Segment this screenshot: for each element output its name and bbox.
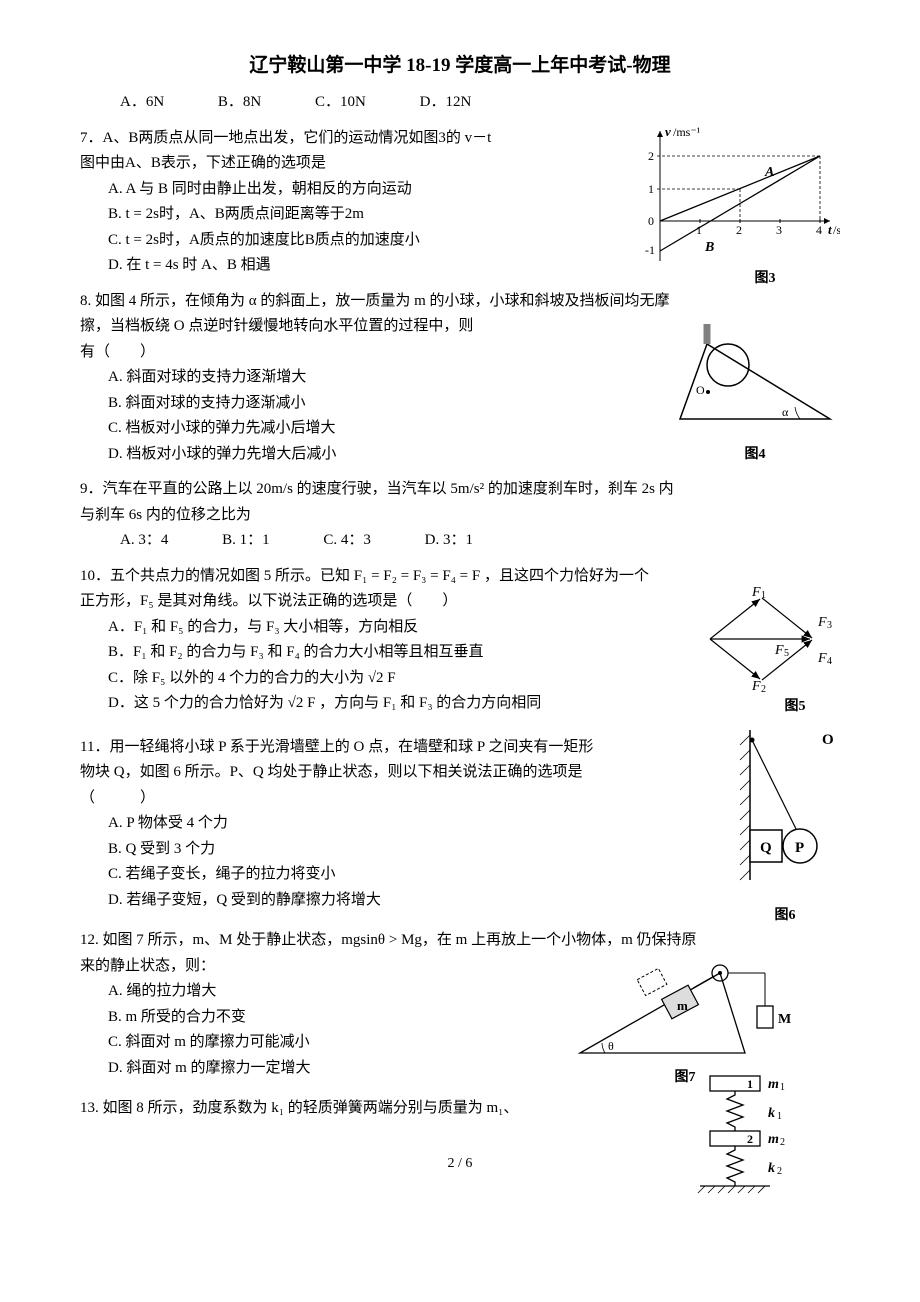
q6-opt-b: B．8N	[218, 90, 261, 116]
question-13: 1 m1 k1 2 m2 k2 13. 如图 8 所示，劲度系数为 k₁ 的轻质…	[80, 1096, 840, 1122]
fig4-label: 图4	[670, 443, 840, 467]
question-7: v/ms⁻¹ t/s 0 1 2 -1 1 2 3 4 A B 图3 7．A、B…	[80, 126, 840, 279]
page-title: 辽宁鞍山第一中学 18-19 学度高一上年中考试-物理	[80, 50, 840, 82]
svg-text:F: F	[817, 615, 827, 630]
svg-text:P: P	[795, 840, 804, 856]
q12-stem1: 12. 如图 7 所示，m、M 处于静止状态，mgsinθ > Mg，在 m 上…	[80, 928, 840, 954]
svg-text:2: 2	[747, 1132, 753, 1146]
question-9: 9．汽车在平直的公路上以 20m/s 的速度行驶，当汽车以 5m/s² 的加速度…	[80, 477, 840, 554]
svg-text:2: 2	[777, 1166, 782, 1177]
question-8: O α 图4 8. 如图 4 所示，在倾角为 α 的斜面上，放一质量为 m 的小…	[80, 289, 840, 468]
svg-text:t: t	[828, 222, 832, 237]
svg-text:/s: /s	[833, 223, 840, 237]
svg-text:k: k	[768, 1106, 775, 1121]
svg-text:2: 2	[761, 684, 766, 694]
svg-text:1: 1	[780, 1082, 785, 1093]
q9-opt-c: C. 4：3	[323, 528, 371, 554]
question-11: O Q P 图6 11．用一轻绳将小球 P 系于光滑墙壁上的 O 点，在墙壁和球…	[80, 735, 840, 914]
q8-stem1: 8. 如图 4 所示，在倾角为 α 的斜面上，放一质量为 m 的小球，小球和斜坡…	[80, 289, 840, 315]
fig6-label: 图6	[730, 904, 840, 928]
svg-text:F: F	[751, 679, 761, 694]
svg-text:/ms⁻¹: /ms⁻¹	[673, 125, 701, 139]
svg-text:4: 4	[816, 223, 822, 237]
svg-text:B: B	[704, 240, 714, 255]
svg-text:O: O	[696, 383, 705, 397]
svg-text:v: v	[665, 124, 671, 139]
svg-text:1: 1	[648, 182, 654, 196]
svg-text:F: F	[751, 585, 761, 600]
svg-text:F: F	[817, 651, 827, 666]
q11-opt-c: C. 若绳子变长，绳子的拉力将变小	[80, 862, 840, 888]
svg-text:M: M	[778, 1012, 791, 1027]
q9-stem2: 与刹车 6s 内的位移之比为	[80, 503, 840, 529]
svg-text:5: 5	[784, 648, 789, 659]
q11-opt-b: B. Q 受到 3 个力	[80, 837, 840, 863]
svg-text:2: 2	[780, 1137, 785, 1148]
figure-8: 1 m1 k1 2 m2 k2	[690, 1071, 810, 1231]
q9-opt-a: A. 3：4	[120, 528, 168, 554]
question-10: F1 F2 F3 F4 F5 图5 10．五个共点力的情况如图 5 所示。已知 …	[80, 564, 840, 717]
figure-7: m M θ 图7	[570, 958, 800, 1089]
q9-stem1: 9．汽车在平直的公路上以 20m/s 的速度行驶，当汽车以 5m/s² 的加速度…	[80, 477, 840, 503]
figure-6: O Q P 图6	[730, 730, 840, 928]
figure-4: O α 图4	[670, 324, 840, 467]
q11-opt-a: A. P 物体受 4 个力	[80, 811, 840, 837]
svg-text:4: 4	[827, 656, 832, 667]
svg-text:Q: Q	[760, 840, 772, 856]
q6-opt-c: C．10N	[315, 90, 366, 116]
svg-text:1: 1	[747, 1077, 753, 1091]
fig5-label: 图5	[750, 695, 840, 719]
svg-text:1: 1	[696, 223, 702, 237]
figure-5: F1 F2 F3 F4 F5 图5	[690, 584, 840, 719]
svg-text:m: m	[768, 1132, 779, 1147]
svg-text:3: 3	[827, 620, 832, 631]
svg-text:F: F	[774, 643, 784, 658]
q6-opt-a: A．6N	[120, 90, 164, 116]
q11-opt-d: D. 若绳子变短，Q 受到的静摩擦力将增大	[80, 888, 840, 914]
q11-stem1: 11．用一轻绳将小球 P 系于光滑墙壁上的 O 点，在墙壁和球 P 之间夹有一矩…	[80, 735, 840, 761]
q6-options: A．6N B．8N C．10N D．12N	[80, 90, 840, 116]
q9-opt-b: B. 1：1	[222, 528, 270, 554]
svg-text:O: O	[822, 732, 834, 748]
svg-text:0: 0	[648, 214, 654, 228]
q11-stem3: （ ）	[80, 786, 840, 812]
svg-text:α: α	[782, 405, 789, 419]
svg-text:2: 2	[648, 149, 654, 163]
svg-text:θ: θ	[608, 1039, 614, 1053]
svg-text:A: A	[764, 165, 774, 180]
q11-stem2: 物块 Q，如图 6 所示。P、Q 均处于静止状态，则以下相关说法正确的选项是	[80, 760, 840, 786]
svg-text:k: k	[768, 1161, 775, 1176]
svg-text:m: m	[677, 998, 688, 1013]
q6-opt-d: D．12N	[420, 90, 472, 116]
svg-text:1: 1	[777, 1111, 782, 1122]
svg-text:3: 3	[776, 223, 782, 237]
svg-text:-1: -1	[645, 243, 655, 257]
svg-text:m: m	[768, 1077, 779, 1092]
q9-opt-d: D. 3：1	[425, 528, 473, 554]
svg-text:1: 1	[761, 590, 766, 601]
svg-text:2: 2	[736, 223, 742, 237]
figure-3: v/ms⁻¹ t/s 0 1 2 -1 1 2 3 4 A B 图3	[630, 121, 840, 291]
question-12: m M θ 图7 12. 如图 7 所示，m、M 处于静止状态，mgsinθ >…	[80, 928, 840, 1081]
